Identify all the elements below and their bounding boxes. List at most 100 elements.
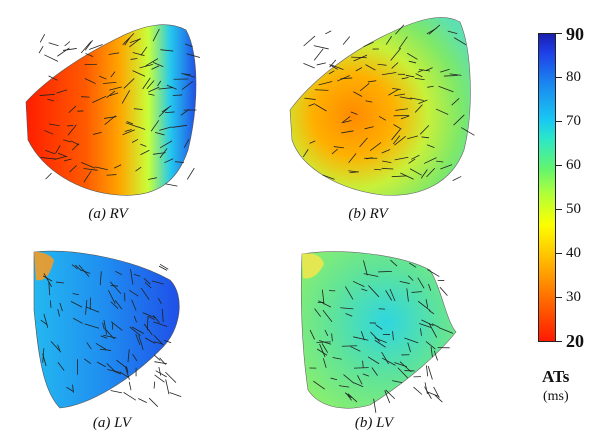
vector-arrow (121, 90, 131, 104)
vector-arrow (128, 289, 139, 297)
caption-a-rv: (a) RV (88, 206, 128, 222)
vector-arrow (375, 324, 383, 330)
vector-arrow (181, 81, 194, 90)
vector-arrow (348, 153, 357, 164)
vector-arrow (321, 343, 329, 353)
heart-map-b-lv (300, 251, 457, 413)
heart-map-a-rv (25, 24, 201, 196)
vector-arrow (438, 85, 454, 93)
vector-arrow (85, 300, 88, 315)
vector-arrow (428, 283, 432, 291)
vector-arrow (391, 128, 401, 141)
vector-arrow (110, 285, 119, 287)
colorbar-tick (556, 77, 562, 78)
vector-arrow (107, 290, 116, 304)
vector-arrow (116, 359, 128, 369)
vector-arrow (433, 386, 440, 398)
vector-arrow (407, 275, 414, 281)
vector-arrow (62, 48, 77, 51)
vector-arrow (407, 135, 419, 140)
vector-arrow (330, 377, 338, 381)
vector-arrow (42, 348, 45, 363)
vector-arrow (133, 273, 141, 277)
vector-arrow (350, 111, 358, 115)
vector-arrow (353, 336, 369, 341)
vector-arrow (371, 367, 378, 376)
vector-arrow (421, 136, 430, 139)
lv-surface-b (300, 251, 457, 409)
vector-arrow (325, 30, 332, 35)
vector-arrow (424, 386, 432, 399)
vector-arrow (385, 36, 393, 45)
vector-arrow (153, 354, 161, 361)
vector-arrow (342, 36, 351, 45)
vector-arrow (424, 382, 428, 395)
colorbar-tick (556, 209, 562, 210)
vector-arrow (132, 52, 145, 57)
vector-arrow (329, 59, 337, 68)
vector-arrow (140, 287, 150, 300)
vector-arrow (148, 177, 157, 180)
caption-b-rv: (b) RV (348, 206, 388, 222)
vector-arrow (138, 398, 147, 403)
vector-arrow (80, 161, 96, 169)
vector-arrow (345, 392, 352, 401)
vector-arrow (338, 385, 350, 388)
vector-arrow (452, 176, 462, 182)
vector-arrow (57, 152, 67, 158)
vector-arrow (359, 137, 368, 148)
vector-arrow (359, 82, 370, 92)
vector-arrow (322, 358, 327, 368)
vector-arrow (160, 49, 174, 52)
vector-arrow (322, 174, 335, 180)
vector-arrow (159, 263, 169, 270)
vector-arrow (453, 114, 465, 126)
vector-arrow (150, 120, 160, 132)
rv-surface-a (25, 24, 197, 196)
vector-arrow (115, 271, 123, 276)
vector-arrow (425, 67, 433, 72)
vector-arrow (72, 293, 79, 296)
vector-arrow (129, 38, 141, 48)
vector-arrow (103, 82, 117, 84)
vector-arrow (304, 97, 316, 100)
vector-arrow (313, 380, 326, 390)
vector-arrow (135, 166, 142, 172)
heart-map-a-lv (33, 250, 182, 409)
vector-arrow (154, 374, 165, 383)
vector-arrow (86, 342, 92, 350)
colorbar-tick-label: 60 (566, 157, 581, 173)
vector-arrow (364, 126, 374, 130)
lv-apex-patch-a (34, 252, 54, 281)
vector-arrow (104, 116, 117, 119)
caption-b-lv: (b) LV (354, 415, 394, 431)
colorbar-tick-label: 50 (566, 201, 581, 217)
vector-arrow (151, 65, 160, 70)
vector-arrow (186, 167, 195, 180)
vector-arrow (303, 35, 316, 47)
vector-arrow (49, 123, 60, 127)
vector-arrow (400, 115, 410, 120)
vector-arrow (419, 323, 431, 328)
vector-arrow (45, 172, 52, 180)
vector-arrow (394, 156, 409, 161)
vector-arrow (126, 121, 134, 125)
colorbar-tick (556, 253, 562, 254)
vector-arrow (145, 58, 159, 67)
vector-arrow (110, 71, 116, 78)
vector-arrow (158, 87, 173, 90)
vector-arrow (128, 381, 132, 391)
vector-arrow (43, 273, 52, 287)
vector-arrow (418, 99, 428, 104)
colorbar-tick-label: 30 (566, 289, 581, 305)
rv-surface-b (289, 17, 471, 196)
lv-surface-a (33, 250, 180, 409)
vector-arrow (309, 329, 315, 340)
vector-arrow (407, 52, 418, 60)
vector-arrow (50, 341, 62, 353)
vector-arrow (159, 148, 168, 159)
vector-arrow (410, 97, 424, 101)
vector-arrow (39, 93, 55, 96)
vector-arrow (85, 306, 100, 313)
vector-arrow (105, 329, 115, 340)
